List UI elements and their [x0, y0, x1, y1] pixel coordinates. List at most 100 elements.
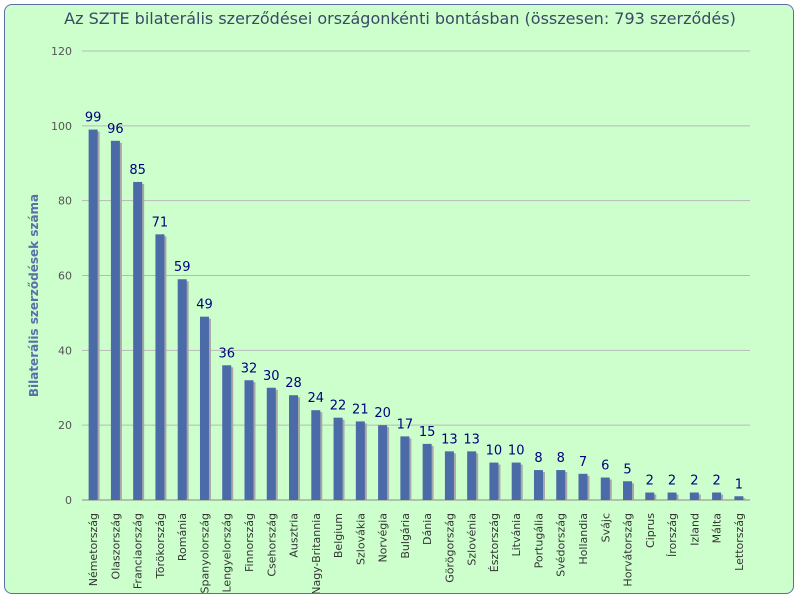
bar-8 [266, 387, 276, 500]
bar-5 [199, 316, 209, 500]
value-label: 5 [623, 462, 631, 477]
value-label: 99 [85, 111, 102, 126]
y-tick-label: 0 [65, 494, 72, 507]
value-label: 22 [330, 399, 347, 414]
y-tick-label: 100 [51, 120, 72, 133]
chart-frame: Az SZTE bilaterális szerződései országon… [4, 4, 794, 594]
category-label: Bulgária [399, 513, 412, 559]
bar-28 [712, 492, 722, 500]
bar-1 [110, 140, 120, 501]
gridlines [82, 50, 750, 501]
bar-12 [355, 421, 365, 500]
value-label: 28 [285, 376, 302, 391]
value-label: 49 [196, 298, 213, 313]
chart-title: Az SZTE bilaterális szerződései országon… [64, 9, 736, 28]
value-label: 7 [579, 455, 587, 470]
bar-4 [177, 279, 187, 500]
bar-2 [133, 181, 143, 501]
category-label: Norvégia [377, 513, 390, 563]
category-label: Belgium [332, 513, 345, 558]
value-label: 21 [352, 402, 369, 417]
y-axis-ticks: 0 20 40 60 80 100 120 [51, 45, 72, 507]
bar-0 [88, 129, 98, 500]
category-label: Litvánia [510, 513, 523, 557]
bar-23 [600, 477, 610, 500]
value-label: 8 [557, 451, 565, 466]
value-label: 10 [508, 444, 525, 459]
bar-16 [444, 451, 454, 500]
value-label: 10 [486, 444, 503, 459]
bar-9 [289, 395, 299, 500]
value-label: 13 [463, 432, 480, 447]
category-label: Dánia [421, 513, 434, 545]
category-label: Lengyelország [221, 513, 234, 592]
category-label: Horvátország [622, 513, 635, 587]
y-tick-label: 20 [58, 419, 72, 432]
bar-11 [333, 417, 343, 500]
category-label: Lettország [733, 513, 746, 571]
category-label: Hollandia [577, 513, 590, 565]
category-label: Portugália [532, 513, 545, 568]
value-label: 85 [129, 163, 146, 178]
category-label: Németország [87, 513, 100, 586]
bar-26 [667, 492, 677, 500]
category-label: Csehország [265, 513, 278, 577]
category-label: Izland [688, 513, 701, 546]
bars [88, 129, 746, 501]
value-label: 6 [601, 459, 609, 474]
bar-10 [311, 410, 321, 500]
bar-20 [533, 470, 543, 500]
bar-18 [489, 462, 499, 500]
category-label: Svájc [599, 513, 612, 542]
bar-24 [623, 481, 633, 500]
category-label: Málta [711, 513, 724, 543]
value-label: 20 [374, 406, 391, 421]
category-label: Finnország [243, 513, 256, 572]
bar-6 [222, 365, 232, 500]
category-label: Észtország [488, 513, 501, 572]
value-label: 8 [534, 451, 542, 466]
category-label: Írország [666, 513, 679, 557]
value-label: 32 [241, 361, 258, 376]
category-label: Ciprus [644, 513, 657, 548]
y-tick-label: 40 [58, 344, 72, 357]
value-label: 1 [735, 477, 743, 492]
bar-7 [244, 380, 254, 500]
value-label: 96 [107, 122, 124, 137]
value-label: 2 [668, 474, 676, 489]
bar-3 [155, 234, 165, 500]
bar-13 [378, 425, 388, 500]
value-label: 30 [263, 369, 280, 384]
value-label: 15 [419, 425, 436, 440]
category-label: Szlovákia [354, 513, 367, 565]
y-axis-label: Bilaterális szerződések száma [27, 194, 41, 397]
category-label: Ausztria [288, 513, 301, 558]
bar-29 [734, 496, 744, 500]
category-label: Franciaország [132, 513, 145, 589]
bar-22 [578, 473, 588, 500]
y-tick-label: 120 [51, 45, 72, 58]
category-label: Románia [176, 513, 189, 561]
bar-17 [467, 451, 477, 500]
value-label: 24 [308, 391, 325, 406]
category-label: Olaszország [109, 513, 122, 579]
value-label: 17 [397, 417, 414, 432]
category-label: Nagy-Britannia [310, 513, 323, 594]
value-label: 2 [646, 474, 654, 489]
bar-chart: Az SZTE bilaterális szerződései országon… [27, 9, 750, 594]
value-label: 71 [152, 215, 169, 230]
bar-19 [511, 462, 521, 500]
category-labels: Németország Olaszország Franciaország Török… [87, 513, 746, 594]
value-label: 59 [174, 260, 191, 275]
bar-21 [556, 470, 566, 500]
value-label: 2 [712, 474, 720, 489]
bar-14 [400, 436, 410, 500]
y-tick-label: 80 [58, 195, 72, 208]
value-label: 36 [218, 346, 235, 361]
y-tick-label: 60 [58, 270, 72, 283]
category-label: Svédország [555, 513, 568, 577]
value-label: 13 [441, 432, 458, 447]
category-label: Görögország [443, 513, 456, 583]
category-label: Szlovénia [466, 513, 479, 566]
